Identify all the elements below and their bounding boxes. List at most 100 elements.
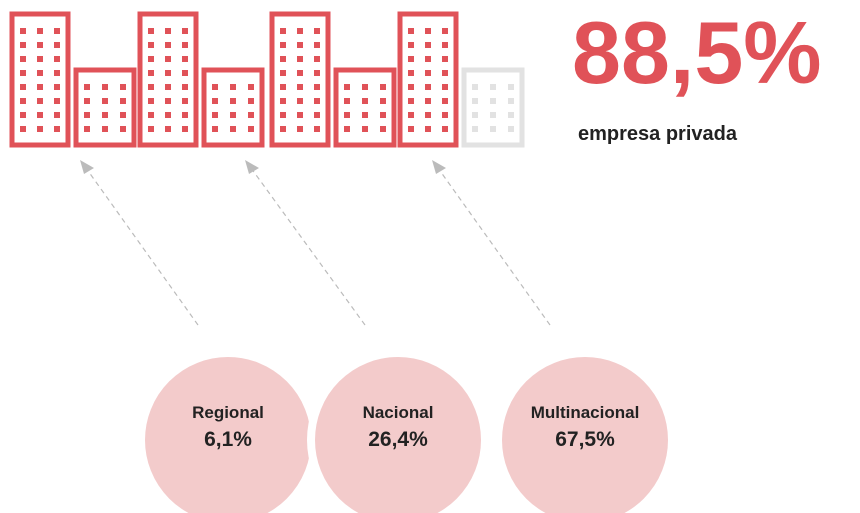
window xyxy=(102,126,108,132)
window xyxy=(314,112,320,118)
window xyxy=(280,98,286,104)
window xyxy=(380,112,386,118)
window xyxy=(490,84,496,90)
window xyxy=(314,126,320,132)
window xyxy=(425,98,431,104)
window xyxy=(297,28,303,34)
window xyxy=(248,126,254,132)
window xyxy=(425,42,431,48)
building xyxy=(461,67,525,148)
building xyxy=(269,11,331,148)
window xyxy=(297,112,303,118)
window xyxy=(84,98,90,104)
window xyxy=(148,28,154,34)
window xyxy=(230,84,236,90)
window xyxy=(20,28,26,34)
window xyxy=(380,84,386,90)
window xyxy=(297,84,303,90)
window xyxy=(212,112,218,118)
window xyxy=(425,56,431,62)
window xyxy=(182,112,188,118)
window xyxy=(37,56,43,62)
window xyxy=(230,98,236,104)
arrow xyxy=(85,167,199,326)
window xyxy=(230,126,236,132)
arrowheads xyxy=(80,160,446,174)
building xyxy=(9,11,71,148)
building xyxy=(397,11,459,148)
window xyxy=(148,56,154,62)
window xyxy=(297,56,303,62)
window xyxy=(344,112,350,118)
window xyxy=(37,84,43,90)
window xyxy=(165,70,171,76)
window xyxy=(297,42,303,48)
window xyxy=(248,84,254,90)
window xyxy=(182,84,188,90)
window xyxy=(54,84,60,90)
arrowhead xyxy=(245,160,259,174)
window xyxy=(54,126,60,132)
window xyxy=(314,56,320,62)
window xyxy=(508,126,514,132)
window xyxy=(20,126,26,132)
window xyxy=(472,84,478,90)
window xyxy=(102,84,108,90)
window xyxy=(314,28,320,34)
segment-circle xyxy=(494,349,676,513)
window xyxy=(490,126,496,132)
window xyxy=(182,28,188,34)
window xyxy=(408,84,414,90)
window xyxy=(20,98,26,104)
window xyxy=(212,84,218,90)
window xyxy=(20,70,26,76)
window xyxy=(362,112,368,118)
headline-value: 88,5% xyxy=(572,3,822,102)
segment-label: Regional xyxy=(192,403,264,422)
window xyxy=(212,98,218,104)
window xyxy=(442,56,448,62)
window xyxy=(297,70,303,76)
arrows xyxy=(85,167,551,326)
window xyxy=(102,98,108,104)
window xyxy=(120,84,126,90)
window xyxy=(84,112,90,118)
window xyxy=(54,112,60,118)
window xyxy=(37,126,43,132)
window xyxy=(408,56,414,62)
headline-label: empresa privada xyxy=(578,123,738,145)
window xyxy=(425,126,431,132)
window xyxy=(380,126,386,132)
window xyxy=(182,70,188,76)
window xyxy=(54,42,60,48)
window xyxy=(248,98,254,104)
window xyxy=(425,112,431,118)
window xyxy=(344,126,350,132)
window xyxy=(472,126,478,132)
window xyxy=(20,84,26,90)
window xyxy=(182,126,188,132)
segment-value: 6,1% xyxy=(204,428,252,451)
window xyxy=(280,56,286,62)
window xyxy=(248,112,254,118)
building xyxy=(333,67,397,148)
window xyxy=(490,112,496,118)
window xyxy=(54,70,60,76)
window xyxy=(297,98,303,104)
window xyxy=(165,84,171,90)
window xyxy=(54,28,60,34)
window xyxy=(165,126,171,132)
window xyxy=(425,70,431,76)
window xyxy=(54,98,60,104)
window xyxy=(280,42,286,48)
window xyxy=(408,70,414,76)
window xyxy=(37,28,43,34)
window xyxy=(408,112,414,118)
segments: Regional 6,1% Nacional 26,4% Multinacional 67… xyxy=(137,349,676,513)
window xyxy=(425,28,431,34)
window xyxy=(314,98,320,104)
building xyxy=(201,67,265,148)
window xyxy=(84,126,90,132)
window xyxy=(165,56,171,62)
